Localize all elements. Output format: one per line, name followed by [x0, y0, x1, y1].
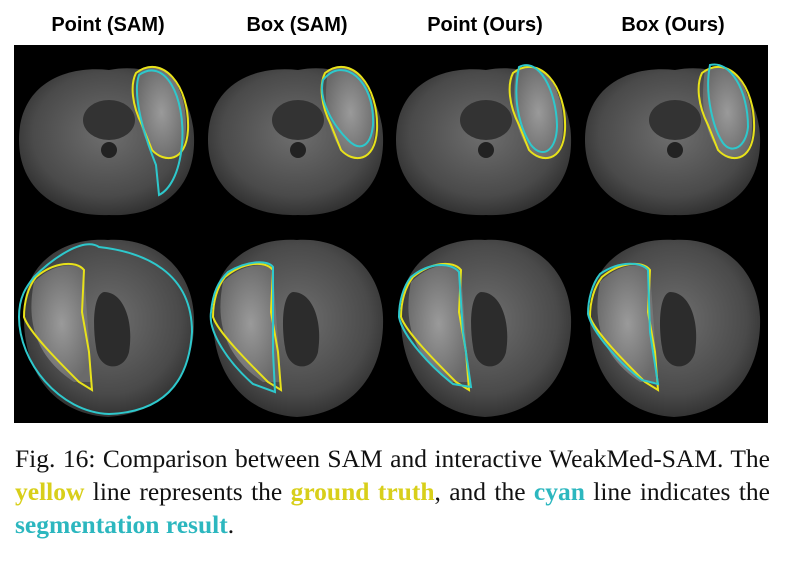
- caption-highlight: ground truth: [290, 477, 435, 506]
- lesion: [408, 265, 469, 382]
- caption: Fig. 16: Comparison between SAM and inte…: [15, 442, 770, 541]
- anatomy: [649, 100, 701, 140]
- caption-highlight: cyan: [533, 477, 585, 506]
- anatomy: [471, 292, 508, 367]
- caption-highlight: yellow: [15, 477, 85, 506]
- anatomy: [290, 142, 306, 158]
- ground-truth-contour: [320, 66, 379, 159]
- segmentation-contour: [397, 264, 473, 389]
- caption-text: Fig. 16: Comparison between SAM and inte…: [15, 444, 770, 473]
- anatomy: [283, 292, 320, 367]
- anatomy: [660, 292, 697, 367]
- caption-text: line indicates the: [584, 477, 770, 506]
- column-header: Point (Ours): [427, 14, 543, 36]
- lesion: [702, 66, 752, 159]
- figure: Point (SAM) Box (SAM) Point (Ours) Box (…: [14, 14, 768, 423]
- lesion: [220, 265, 281, 382]
- caption-text: , and the: [434, 477, 534, 506]
- segmentation-contour: [707, 63, 750, 150]
- caption-text: .: [227, 510, 235, 539]
- segmentation-contour: [209, 261, 277, 394]
- ground-truth-contour: [22, 262, 94, 392]
- ground-truth-contour: [399, 262, 471, 392]
- caption-highlight: segmentation result: [15, 510, 228, 539]
- anatomy: [272, 100, 324, 140]
- anatomy: [478, 142, 494, 158]
- ground-truth-contour: [211, 262, 283, 392]
- segmentation-contour: [135, 69, 184, 197]
- anatomy: [94, 292, 131, 367]
- segmentation-contour: [515, 64, 559, 153]
- ground-truth-contour: [131, 66, 190, 159]
- column-header: Point (SAM): [51, 14, 164, 36]
- lesion: [31, 265, 92, 382]
- anatomy: [83, 100, 135, 140]
- caption-text: line represents the: [84, 477, 291, 506]
- ground-truth-contour: [508, 66, 567, 159]
- column-header: Box (Ours): [621, 14, 724, 36]
- anatomy: [460, 100, 512, 140]
- column-header: Box (SAM): [246, 14, 347, 36]
- anatomy: [101, 142, 117, 158]
- lesion: [325, 66, 375, 159]
- segmentation-contour: [586, 262, 660, 386]
- anatomy: [667, 142, 683, 158]
- ground-truth-contour: [697, 66, 756, 159]
- segmentation-contour: [17, 243, 194, 416]
- segmentation-contour: [321, 69, 375, 148]
